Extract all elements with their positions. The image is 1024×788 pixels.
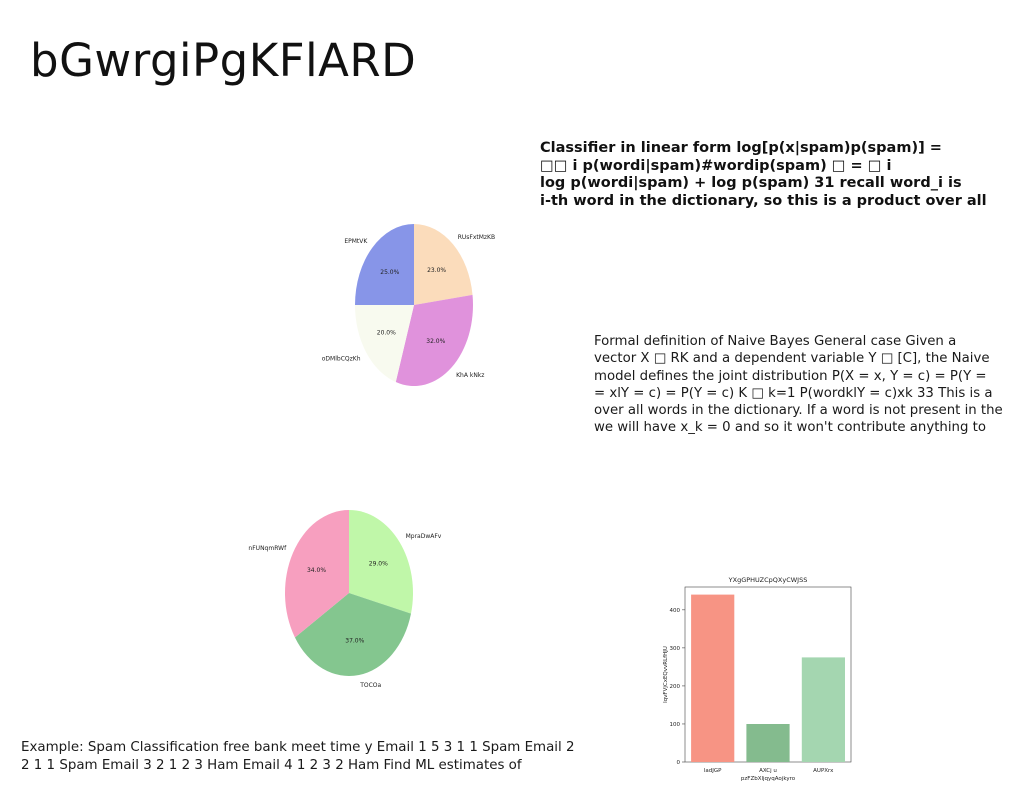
y-axis-label: lqvFVjCxEQvvRLfHJU [663, 646, 669, 703]
bar [801, 657, 845, 762]
pie-percent-label: 25.0% [380, 269, 399, 276]
definition-text-block: Formal definition of Naive Bayes General… [594, 333, 1024, 437]
example-text-block: Example: Spam Classification free bank m… [21, 739, 621, 774]
classifier-line: □□ i p(wordi|spam)#wordip(spam) □ = □ i [540, 157, 892, 174]
definition-line: = xlY = c) = P(Y = c) K □ k=1 P(wordklY … [594, 385, 993, 401]
pie-slice [355, 305, 414, 383]
pie-category-label: oDMlbCQzKh [322, 355, 361, 362]
example-line: 2 1 1 Spam Email 3 2 1 2 3 Ham Email 4 1… [21, 757, 522, 773]
pie-percent-label: 32.0% [426, 338, 445, 345]
pie-category-label: MpraDwAFv [406, 533, 442, 540]
x-tick-label: AXCj u [759, 768, 777, 774]
classifier-line: i-th word in the dictionary, so this is … [540, 192, 987, 209]
pie-category-label: nFUNqmRWf [248, 545, 287, 552]
definition-line: Formal definition of Naive Bayes General… [594, 334, 957, 349]
slide-title: bGwrgiPgKFlARD [30, 34, 417, 87]
pie-percent-label: 34.0% [307, 567, 326, 574]
classifier-line: Classifier in linear form log[p(x|spam)p… [540, 140, 942, 156]
pie-percent-label: 37.0% [345, 638, 364, 645]
x-axis-label: pzFZbXljqyqAojkyro [741, 776, 796, 782]
pie-slice [355, 224, 414, 305]
classifier-text-block: Classifier in linear form log[p(x|spam)p… [540, 140, 1024, 216]
pie-category-label: TOCOa [359, 682, 381, 689]
pie-slice [294, 593, 411, 677]
pie-percent-label: 29.0% [369, 561, 388, 568]
pie-chart-1: 23.0% RUsFxtMzKB 32.0% KhA kNkz 20.0% oDMlbCQ… [322, 224, 495, 387]
pie-slice [414, 224, 473, 305]
pie-category-label: KhA kNkz [456, 372, 484, 379]
pie-category-label: RUsFxtMzKB [458, 234, 495, 241]
pie-slice [349, 510, 414, 614]
y-tick-label: 200 [670, 684, 681, 690]
pie-chart-2: 29.0% MpraDwAFv 37.0% TOCOa 34.0% nFUNqmRWf [248, 510, 442, 689]
classifier-line: log p(wordi|spam) + log p(spam) 31 recal… [540, 175, 962, 191]
definition-line: we will have x_k = 0 and so it won't con… [594, 420, 986, 436]
bar [746, 724, 790, 762]
pie-category-label: EPMtVK [344, 238, 368, 245]
pie-slice [284, 510, 349, 638]
y-tick-label: 0 [677, 760, 681, 766]
definition-line: vector X □ RK and a dependent variable Y… [594, 351, 990, 367]
y-tick-label: 300 [670, 646, 681, 652]
example-line: Example: Spam Classification free bank m… [21, 740, 575, 755]
x-tick-label: ladJGP [704, 768, 722, 774]
bar-chart-title: YXgGPHUZCpQXyCWJSS [728, 576, 808, 584]
y-tick-label: 100 [670, 722, 681, 728]
pie-slice [395, 294, 473, 387]
x-tick-label: AUPXrx [813, 768, 834, 774]
pie-percent-label: 23.0% [427, 267, 446, 274]
bar-chart: YXgGPHUZCpQXyCWJSS 0 100 200 300 400 ladJGP AXC… [663, 576, 852, 782]
bar [691, 594, 735, 762]
definition-line: model defines the joint distribution P(X… [594, 368, 987, 384]
pie-percent-label: 20.0% [377, 330, 396, 337]
y-tick-label: 400 [670, 608, 681, 614]
definition-line: over all words in the dictionary. If a w… [594, 403, 1003, 419]
